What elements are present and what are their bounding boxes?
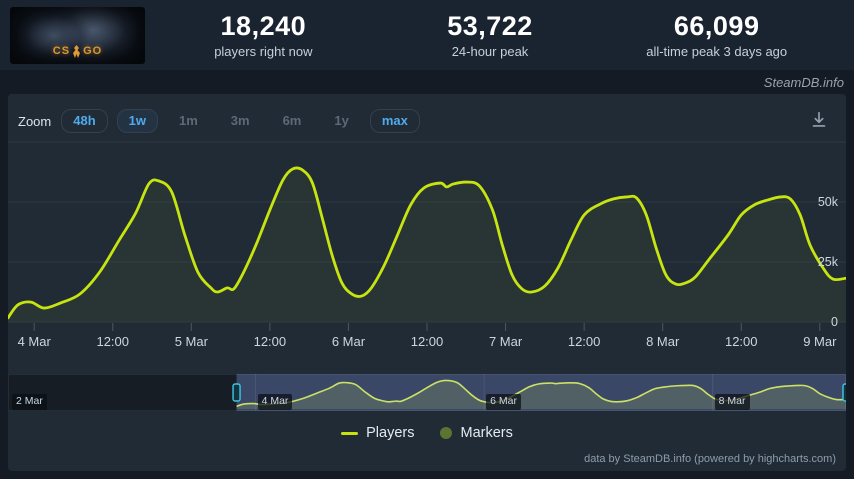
zoom-button-3m: 3m [219, 109, 262, 133]
x-axis-label: 12:00 [96, 334, 129, 349]
players-chart[interactable]: 4 Mar 12:00 5 Mar 12:00 6 Mar 12:00 7 Mar 12:00… [8, 134, 846, 364]
zoom-button-1y: 1y [322, 109, 360, 133]
chart-toolbar: Zoom 48h 1w 1m 3m 6m 1y max [16, 106, 838, 136]
csgo-logo-go: GO [83, 45, 103, 57]
navigator-date-label: 8 Mar [714, 394, 750, 410]
legend-item-markers[interactable]: Markers [440, 425, 513, 441]
zoom-button-1m: 1m [167, 109, 210, 133]
24h-peak-label: 24-hour peak [451, 44, 529, 60]
legend-label: Players [366, 425, 415, 441]
zoom-buttons: 48h 1w 1m 3m 6m 1y max [61, 108, 429, 134]
stat-24h-peak: 53,722 24-hour peak [377, 11, 604, 59]
navigator-right-handle[interactable] [842, 383, 846, 402]
x-axis-label: 5 Mar [175, 334, 209, 349]
stat-current-players: 18,240 players right now [150, 11, 377, 59]
current-players-label: players right now [214, 44, 313, 60]
x-axis-label: 9 Mar [803, 334, 837, 349]
csgo-figure-icon [73, 44, 81, 58]
download-button[interactable] [806, 107, 832, 136]
legend-item-players[interactable]: Players [341, 425, 414, 441]
x-axis-label: 4 Mar [18, 334, 52, 349]
download-icon [812, 111, 826, 127]
navigator-date-label: 4 Mar [257, 394, 293, 410]
navigator-date-label: 2 Mar [12, 394, 47, 410]
steamdb-watermark: SteamDB.info [763, 75, 844, 90]
players-line-marker-icon [341, 431, 359, 435]
y-axis-label: 0 [831, 315, 838, 329]
x-axis-label: 8 Mar [646, 334, 680, 349]
zoom-label: Zoom [18, 113, 52, 129]
zoom-button-48h[interactable]: 48h [61, 108, 108, 134]
app-stats-header: CS GO 18,240 players right now 53,722 24… [0, 0, 854, 70]
csgo-logo-cs: CS [52, 45, 71, 57]
player-stats: 18,240 players right now 53,722 24-hour … [150, 11, 830, 59]
zoom-button-1w[interactable]: 1w [116, 108, 158, 134]
legend-label: Markers [460, 425, 513, 441]
zoom-button-6m: 6m [271, 109, 314, 133]
chart-legend: Players Markers [8, 425, 846, 441]
players-series-line [8, 166, 846, 320]
24h-peak-value: 53,722 [447, 10, 533, 41]
chart-panel: Zoom 48h 1w 1m 3m 6m 1y max 4 Mar 12:00 5 Mar 12:… [8, 94, 846, 471]
x-axis-label: 12:00 [254, 334, 287, 349]
csgo-logo: CS GO [10, 44, 145, 58]
chart-credits[interactable]: data by SteamDB.info (powered by highcha… [584, 453, 836, 465]
markers-circle-marker-icon [440, 427, 453, 439]
csgo-banner-image[interactable]: CS GO [10, 6, 145, 64]
x-axis-label: 7 Mar [489, 334, 523, 349]
y-axis-label: 25k [818, 255, 839, 269]
current-players-value: 18,240 [220, 10, 307, 41]
alltime-peak-label: all-time peak 3 days ago [646, 44, 788, 60]
players-series-area [8, 167, 846, 322]
x-axis-label: 12:00 [411, 334, 444, 349]
x-axis-label: 12:00 [725, 334, 758, 349]
navigator-left-handle[interactable] [232, 383, 241, 402]
zoom-button-max[interactable]: max [369, 108, 420, 134]
x-axis-label: 12:00 [568, 334, 601, 349]
x-axis-label: 6 Mar [332, 334, 366, 349]
navigator-date-label: 6 Mar [486, 394, 521, 410]
y-axis-label: 50k [818, 195, 839, 209]
stat-alltime-peak: 66,099 all-time peak 3 days ago [603, 11, 830, 59]
alltime-peak-value: 66,099 [673, 10, 760, 41]
